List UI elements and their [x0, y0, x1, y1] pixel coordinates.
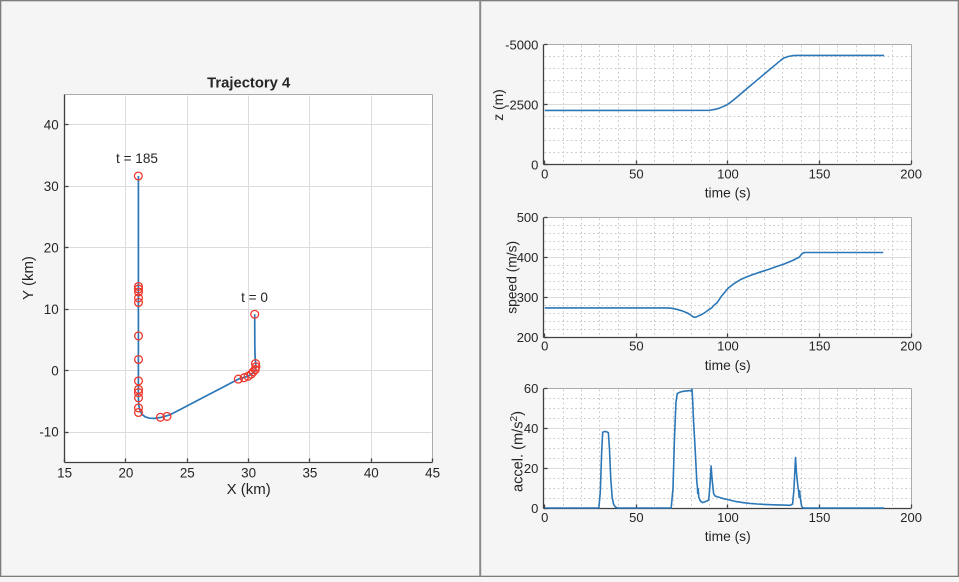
- svg-text:t = 0: t = 0: [241, 290, 268, 305]
- svg-text:150: 150: [809, 510, 831, 525]
- svg-text:0: 0: [531, 501, 538, 516]
- svg-text:20: 20: [44, 240, 59, 255]
- svg-text:400: 400: [517, 250, 539, 265]
- svg-text:10: 10: [44, 302, 59, 317]
- svg-text:200: 200: [517, 330, 539, 345]
- svg-text:500: 500: [517, 210, 539, 225]
- svg-text:0: 0: [51, 363, 58, 378]
- svg-text:-5000: -5000: [505, 38, 538, 53]
- svg-text:50: 50: [629, 510, 643, 525]
- svg-text:100: 100: [717, 510, 739, 525]
- svg-text:30: 30: [241, 465, 256, 480]
- svg-text:Trajectory 4: Trajectory 4: [207, 76, 291, 92]
- svg-text:15: 15: [57, 465, 72, 480]
- svg-text:100: 100: [717, 339, 739, 354]
- svg-text:0: 0: [541, 339, 548, 354]
- svg-text:20: 20: [118, 465, 133, 480]
- svg-text:150: 150: [809, 166, 831, 181]
- svg-text:time (s): time (s): [705, 529, 751, 544]
- svg-text:0: 0: [541, 510, 548, 525]
- svg-text:60: 60: [524, 381, 538, 396]
- svg-text:Y (km): Y (km): [20, 256, 37, 300]
- svg-text:40: 40: [364, 465, 379, 480]
- svg-text:50: 50: [629, 339, 643, 354]
- svg-text:40: 40: [524, 421, 538, 436]
- svg-text:z (m): z (m): [491, 89, 506, 120]
- svg-text:100: 100: [717, 166, 739, 181]
- svg-text:150: 150: [809, 339, 831, 354]
- svg-text:-2500: -2500: [505, 98, 538, 113]
- svg-text:45: 45: [425, 465, 440, 480]
- svg-text:30: 30: [44, 179, 59, 194]
- svg-text:time (s): time (s): [705, 358, 751, 373]
- svg-text:200: 200: [900, 339, 922, 354]
- svg-text:50: 50: [629, 166, 643, 181]
- svg-text:25: 25: [180, 465, 195, 480]
- svg-text:accel. (m/s2): accel. (m/s2): [509, 411, 526, 492]
- svg-text:40: 40: [44, 118, 59, 133]
- svg-text:t = 185: t = 185: [116, 151, 158, 166]
- svg-text:200: 200: [900, 166, 922, 181]
- svg-text:0: 0: [541, 166, 548, 181]
- svg-text:time (s): time (s): [705, 186, 751, 201]
- svg-text:300: 300: [517, 290, 539, 305]
- svg-text:20: 20: [524, 461, 538, 476]
- svg-text:speed (m/s): speed (m/s): [505, 241, 520, 314]
- svg-text:35: 35: [302, 465, 317, 480]
- svg-text:-10: -10: [39, 425, 58, 440]
- svg-text:0: 0: [531, 158, 538, 173]
- svg-text:X (km): X (km): [227, 481, 271, 498]
- svg-text:200: 200: [900, 510, 922, 525]
